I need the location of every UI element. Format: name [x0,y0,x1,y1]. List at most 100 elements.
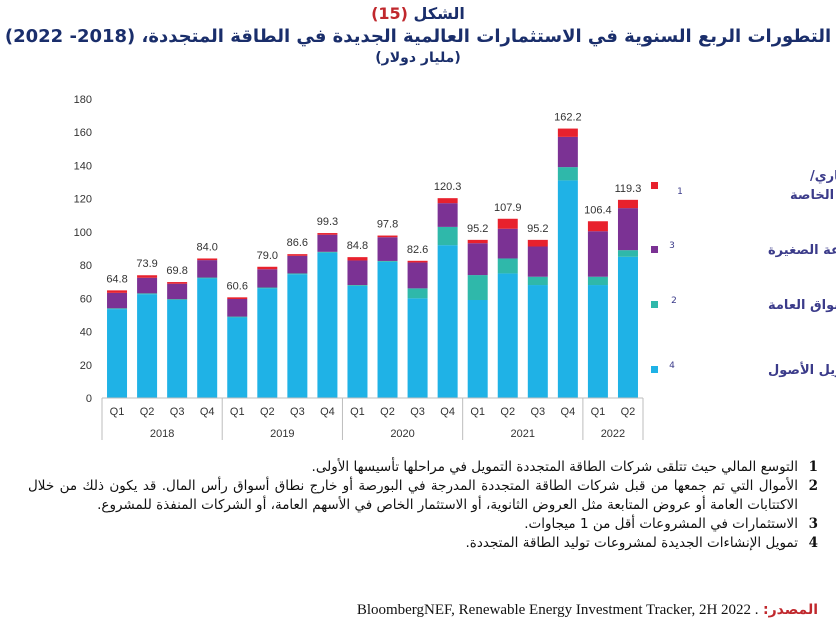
category-tick-label: Q4 [320,406,335,418]
bar-segment [557,136,578,168]
y-tick-label: 180 [74,94,92,106]
bar-segment [167,299,188,300]
total-label: 82.6 [407,244,428,256]
y-tick-label: 40 [80,327,92,339]
bar-segment [497,273,518,398]
bar-segment [527,285,548,398]
bar-segment [347,257,368,261]
bar-segment [107,292,128,309]
bar-segment [347,285,368,398]
bar-segment [437,203,458,227]
y-tick-label: 20 [80,360,92,372]
category-tick-label: Q1 [230,406,245,418]
legend-label: الأسواق العامة [768,296,836,313]
bar-segment [227,298,248,317]
category-tick-label: Q3 [530,406,545,418]
source-text: BloombergNEF, Renewable Energy Investmen… [356,602,759,618]
legend-superscript: 1 [677,187,683,197]
category-tick-label: Q3 [290,406,305,418]
bar-segment [107,309,128,398]
bar-segment [197,258,218,261]
bar-segment [527,276,548,286]
year-label: 2021 [511,428,535,440]
bar-segment [527,246,548,277]
total-label: 162.2 [554,112,582,124]
bar-segment [197,260,218,278]
bar-segment [437,198,458,204]
bar-segment [197,278,218,398]
legend-superscript: 3 [669,241,675,251]
legend-swatch [651,246,658,253]
category-tick-label: Q1 [350,406,365,418]
total-label: 73.9 [136,258,157,270]
total-label: 64.8 [106,273,127,285]
bar-segment [617,208,638,251]
category-tick-label: Q2 [260,406,275,418]
footnote-4: 4 تمويل الإنشاءات الجديدة لمشروعات توليد… [28,534,819,553]
bar-segment [497,228,518,259]
bar-segment [467,243,488,276]
category-tick-label: Q1 [591,406,606,418]
bar-segment [137,294,158,398]
bar-segment [257,287,278,289]
bar-segment [377,235,398,238]
bar-segment [287,255,308,274]
bar-segment [227,297,248,299]
legend-superscript: 4 [669,361,675,371]
bar-segment [167,282,188,284]
bar-segment [587,285,608,398]
legend-label: رأس المال الاستثماري/ [810,167,836,184]
bar-segment [587,276,608,286]
bar-segment [467,239,488,244]
total-label: 95.2 [467,223,488,235]
source-label: المصدر: [763,602,818,618]
total-label: 79.0 [257,250,278,262]
category-tick-label: Q4 [561,406,576,418]
chart-unit: (مليار دولار) [375,50,461,66]
bar-segment [407,262,428,289]
year-label: 2020 [390,428,414,440]
bar-segment [377,237,398,261]
total-label: 99.3 [317,216,338,228]
bar-segment [377,260,398,262]
legend-label: الأسهم الخاصة [790,186,836,203]
bar-segment [497,258,518,274]
bar-segment [317,252,338,398]
legend-swatch [651,366,658,373]
footnote-text: التوسع المالي حيث تتلقى شركات الطاقة الم… [311,459,798,475]
footnote-text: الاستثمارات في المشروعات أقل من 1 ميجاوا… [524,516,798,532]
bar-segment [227,316,248,318]
category-tick-label: Q2 [621,406,636,418]
category-tick-label: Q4 [200,406,215,418]
total-label: 84.8 [347,240,368,252]
bar-segment [497,218,518,229]
legend-label: تمويل الأصول [768,361,836,378]
bar-segment [317,233,338,235]
bar-segment [107,290,128,293]
total-label: 120.3 [434,181,462,193]
bar-segment [557,128,578,137]
chart-area: 0 20 40 60 80 100 120 140 160 180 64.8 Q1 73.9 Q2 69.8… [74,94,836,440]
y-tick-label: 100 [74,227,92,239]
bar-segment [407,288,428,299]
legend-superscript: 2 [671,296,677,306]
footnote-number: 3 [808,516,818,532]
bar-segment [407,298,428,398]
category-tick-label: Q3 [410,406,425,418]
legend-label: القدرة الموزعة الصغيرة [768,243,836,258]
footnote-number: 4 [808,535,818,551]
total-label: 69.8 [166,265,187,277]
footnote-text: تمويل الإنشاءات الجديدة لمشروعات توليد ا… [465,535,799,551]
chart-title: التطورات الربع السنوية في الاستثمارات ال… [4,26,832,47]
bar-segment [317,251,338,253]
footnotes: 1 التوسع المالي حيث تتلقى شركات الطاقة ا… [28,458,818,553]
bar-segment [437,226,458,246]
footnote-1: 1 التوسع المالي حيث تتلقى شركات الطاقة ا… [28,458,818,477]
bar-segment [347,260,368,286]
bar-segment [587,231,608,277]
bar-segment [467,275,488,300]
total-label: 97.8 [377,219,398,231]
category-tick-label: Q2 [140,406,155,418]
bar-segment [137,277,158,294]
total-label: 84.0 [196,241,217,253]
